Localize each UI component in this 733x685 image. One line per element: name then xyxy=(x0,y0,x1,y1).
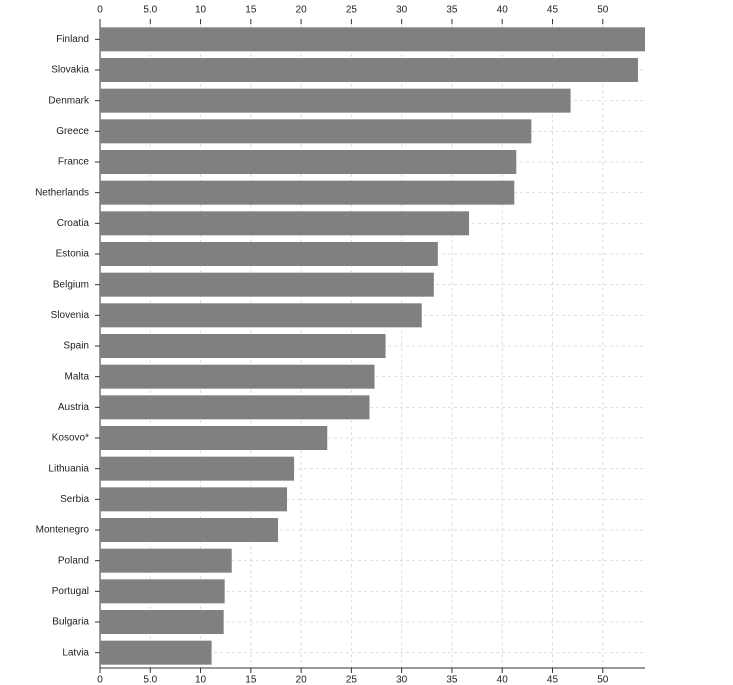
bar xyxy=(100,58,638,82)
y-tick-label: Malta xyxy=(65,371,90,382)
x-tick-label: 5.0 xyxy=(143,675,157,685)
x-tick-label: 25 xyxy=(346,5,358,16)
y-tick-label: Portugal xyxy=(52,586,89,597)
x-tick-label: 15 xyxy=(245,5,257,16)
x-tick-label: 20 xyxy=(296,675,308,685)
bar xyxy=(100,456,295,481)
x-tick-label: 5.0 xyxy=(143,5,157,16)
x-tick-label: 0 xyxy=(97,675,103,685)
bar xyxy=(100,579,225,604)
y-tick-label: Bulgaria xyxy=(52,617,89,628)
y-tick-label: Kosovo* xyxy=(52,433,89,444)
y-tick-label: Spain xyxy=(63,341,89,352)
y-tick-label: Austria xyxy=(58,402,90,413)
bar xyxy=(100,548,232,573)
bar xyxy=(100,640,212,665)
bar xyxy=(100,364,375,389)
x-tick-label: 40 xyxy=(497,675,509,685)
y-tick-label: Slovakia xyxy=(51,65,89,76)
x-tick-label: 20 xyxy=(296,5,308,16)
bar xyxy=(100,88,571,113)
y-tick-label: Netherlands xyxy=(35,187,89,198)
x-tick-label: 35 xyxy=(446,675,458,685)
x-tick-label: 30 xyxy=(396,5,408,16)
y-tick-label: Poland xyxy=(58,555,89,566)
y-tick-label: Greece xyxy=(56,126,89,137)
x-tick-label: 10 xyxy=(195,5,207,16)
y-tick-label: Estonia xyxy=(56,249,90,260)
bar xyxy=(100,242,438,266)
bar xyxy=(100,487,288,512)
bar xyxy=(100,150,517,174)
y-tick-label: Slovenia xyxy=(51,310,90,321)
x-tick-label: 0 xyxy=(97,5,103,16)
y-tick-label: Montenegro xyxy=(36,525,90,536)
y-tick-label: Serbia xyxy=(60,494,89,505)
x-tick-label: 40 xyxy=(497,5,509,16)
bar xyxy=(100,27,645,52)
x-tick-label: 50 xyxy=(597,675,609,685)
bar xyxy=(100,610,224,634)
x-tick-label: 10 xyxy=(195,675,207,685)
bar xyxy=(100,303,422,328)
x-tick-label: 30 xyxy=(396,675,408,685)
bar xyxy=(100,180,515,205)
x-tick-label: 15 xyxy=(245,675,257,685)
y-tick-label: Croatia xyxy=(57,218,90,229)
bar xyxy=(100,518,278,542)
bar xyxy=(100,395,370,420)
y-tick-label: France xyxy=(58,157,90,168)
y-tick-label: Lithuania xyxy=(48,463,89,474)
bar xyxy=(100,334,386,358)
bar xyxy=(100,119,532,144)
x-tick-label: 50 xyxy=(597,5,609,16)
y-tick-label: Finland xyxy=(56,34,89,45)
x-tick-label: 35 xyxy=(446,5,458,16)
x-tick-label: 25 xyxy=(346,675,358,685)
bar xyxy=(100,211,470,236)
bar xyxy=(100,272,434,297)
bar xyxy=(100,426,328,450)
y-tick-label: Latvia xyxy=(62,647,89,658)
y-tick-label: Belgium xyxy=(53,279,89,290)
x-tick-label: 45 xyxy=(547,675,559,685)
x-tick-label: 45 xyxy=(547,5,559,16)
y-tick-label: Denmark xyxy=(48,95,90,106)
